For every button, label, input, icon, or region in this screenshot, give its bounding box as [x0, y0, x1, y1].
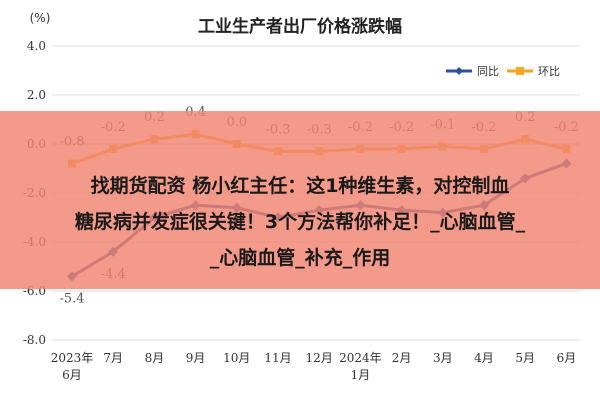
x-tick-label: 4月	[474, 351, 494, 365]
x-tick-label: 3月	[433, 351, 453, 365]
x-axis-ticks: 2023年 6月 7月 8月 9月 10月 11月 12月 2024年 1月 2月 3月 4月 5月 6月	[51, 351, 576, 382]
banner-line-1: 找期货配资 杨小红主任：这1种维生素，对控制血	[90, 175, 510, 197]
legend-item-mom: 环比	[507, 65, 560, 78]
y-tick-label: 4.0	[27, 39, 46, 53]
x-tick-label: 7月	[103, 351, 123, 365]
x-tick-label: 10月	[223, 351, 250, 365]
x-tick-label: 2月	[392, 351, 412, 365]
x-tick-label: 6月	[62, 368, 82, 382]
x-tick-label: 11月	[264, 351, 291, 365]
legend-label-mom: 环比	[538, 65, 560, 78]
legend-item-yoy: 同比	[446, 65, 499, 78]
x-tick-label: 9月	[186, 351, 206, 365]
y-axis-unit: (%)	[30, 11, 51, 25]
banner-line-2: 糖尿病并发症很关键！3个方法帮你补足！_心脑血管_	[74, 211, 526, 233]
x-tick-label: 2023年	[51, 351, 94, 365]
overlay-banner: 找期货配资 杨小红主任：这1种维生素，对控制血 糖尿病并发症很关键！3个方法帮你…	[0, 111, 600, 289]
x-tick-label: 1月	[351, 368, 371, 382]
x-tick-label: 2024年	[339, 351, 382, 365]
legend: 同比 环比	[446, 65, 560, 78]
y-tick-label: -8.0	[23, 333, 46, 347]
x-tick-label: 12月	[306, 351, 333, 365]
chart-title: 工业生产者出厂价格涨跌幅	[198, 16, 402, 37]
banner-line-3: _心脑血管_补充_作用	[209, 247, 391, 269]
x-tick-label: 8月	[145, 351, 165, 365]
x-tick-label: 6月	[557, 351, 577, 365]
x-tick-label: 5月	[515, 351, 535, 365]
data-label: -5.4	[59, 291, 84, 306]
y-tick-label: 2.0	[27, 88, 46, 102]
legend-label-yoy: 同比	[477, 65, 499, 78]
